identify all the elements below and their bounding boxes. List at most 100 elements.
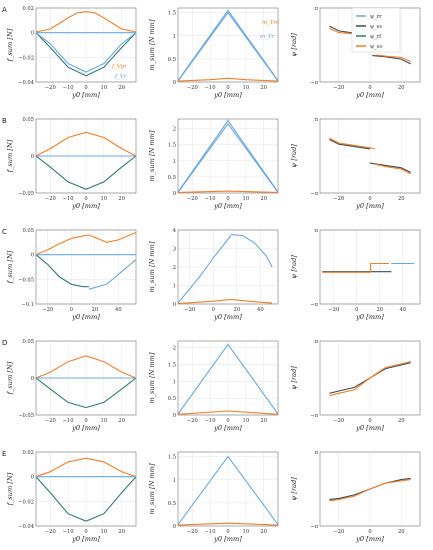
y-axis-label: f_sum [N] bbox=[6, 28, 14, 62]
series-line-orange bbox=[177, 410, 279, 415]
x-axis-label: y0 [mm] bbox=[71, 535, 100, 543]
panel-c-angle: −20 0 20 40 −π π y0 [mm] ψ [rad] bbox=[290, 228, 421, 321]
series-line-orange bbox=[329, 137, 375, 150]
y-tick-label: 1.5 bbox=[168, 455, 176, 461]
row-label-b: B bbox=[2, 117, 7, 125]
x-tick-label: 20 bbox=[260, 85, 267, 91]
x-tick-label: 10 bbox=[101, 418, 108, 424]
x-tick-label: 40 bbox=[257, 307, 264, 313]
axes-frame bbox=[319, 340, 421, 416]
series-line-orange bbox=[35, 231, 137, 256]
x-tick-label: 20 bbox=[260, 196, 267, 202]
x-tick-label: 0 bbox=[368, 529, 371, 535]
panel-c-force: −20 0 20 40 −0.1 −0.05 0 0.05 y0 [mm] f_sum [N] bbox=[6, 228, 137, 321]
series-line-orange bbox=[35, 131, 137, 157]
y-tick-label: 0 bbox=[31, 475, 34, 481]
annotation-fvr: f_Vr bbox=[114, 74, 127, 80]
panel-a-force: −20 −10 0 10 20 −0.04 −0.02 0 0.02 y0 [mm] f_sum [… bbox=[6, 6, 137, 99]
legend-label-1: ψ_rr bbox=[370, 14, 382, 20]
x-tick-label: −10 bbox=[63, 418, 74, 424]
x-tick-label: 20 bbox=[398, 85, 405, 91]
series-line-teal bbox=[35, 476, 137, 522]
panel-e-angle: −20 0 20 −π π y0 [mm] ψ [rad] bbox=[290, 450, 421, 543]
series-line-blue bbox=[35, 32, 137, 73]
x-axis-label: y0 [mm] bbox=[213, 313, 242, 321]
panel-d-force: −20 −10 0 10 20 −0.05 0 0.05 y0 [mm] f_sum [N] bbox=[6, 339, 137, 432]
x-axis-label: y0 [mm] bbox=[355, 91, 384, 99]
axes-frame bbox=[177, 118, 279, 194]
x-tick-label: −20 bbox=[45, 418, 56, 424]
x-tick-label: 0 bbox=[84, 85, 87, 91]
x-axis-label: y0 [mm] bbox=[355, 202, 384, 210]
y-tick-label: 0.5 bbox=[168, 175, 176, 181]
y-tick-label: −π bbox=[310, 413, 318, 419]
x-tick-label: −20 bbox=[333, 418, 344, 424]
x-tick-label: 0 bbox=[368, 85, 371, 91]
x-tick-label: 20 bbox=[118, 85, 125, 91]
x-tick-label: 20 bbox=[118, 418, 125, 424]
x-axis-label: y0 [mm] bbox=[213, 202, 242, 210]
x-tick-label: −20 bbox=[45, 196, 56, 202]
x-tick-label: 10 bbox=[243, 196, 250, 202]
axes-frame bbox=[35, 451, 137, 527]
y-axis-label: f_sum [N] bbox=[6, 472, 14, 506]
row-label-d: D bbox=[2, 339, 7, 347]
series-line-dark bbox=[369, 162, 411, 173]
x-tick-label: 0 bbox=[226, 196, 229, 202]
x-tick-label: −20 bbox=[187, 418, 198, 424]
x-tick-label: −20 bbox=[333, 85, 344, 91]
axes-frame bbox=[319, 118, 421, 194]
x-tick-label: 10 bbox=[243, 529, 250, 535]
y-axis-label: m_sum [N mm] bbox=[148, 463, 156, 514]
x-tick-label: 0 bbox=[355, 307, 358, 313]
x-tick-label: 20 bbox=[398, 529, 405, 535]
series-line-teal bbox=[35, 377, 137, 409]
series-line-blue bbox=[177, 455, 279, 525]
y-tick-label: 0 bbox=[173, 191, 176, 197]
panel-d-angle: −20 0 20 −π π y0 [mm] ψ [rad] bbox=[290, 339, 421, 432]
x-tick-label: 20 bbox=[260, 418, 267, 424]
x-tick-label: 0 bbox=[368, 418, 371, 424]
axes-frame bbox=[177, 451, 279, 527]
y-tick-label: π bbox=[315, 339, 319, 345]
y-tick-label: 1.5 bbox=[168, 11, 176, 17]
y-axis-label: m_sum [N mm] bbox=[148, 19, 156, 70]
series-line-orange bbox=[376, 54, 411, 63]
axes-frame bbox=[35, 229, 137, 305]
annotation-mvm: m_Vm bbox=[262, 20, 279, 26]
axes-frame bbox=[35, 7, 137, 83]
legend: ψ_rr ψ_ss ψ_rf ψ_ss bbox=[351, 7, 401, 53]
x-tick-label: 0 bbox=[226, 85, 229, 91]
x-tick-label: 20 bbox=[398, 196, 405, 202]
y-axis-label: ψ [rad] bbox=[290, 366, 298, 390]
x-axis-label: y0 [mm] bbox=[213, 535, 242, 543]
series-line-orange bbox=[370, 262, 389, 273]
x-axis-label: y0 [mm] bbox=[355, 424, 384, 432]
axes-frame bbox=[319, 451, 421, 527]
x-tick-label: 20 bbox=[92, 307, 99, 313]
series-line-orange bbox=[177, 190, 279, 193]
x-tick-label: −20 bbox=[187, 529, 198, 535]
legend-label-3: ψ_rf bbox=[370, 34, 382, 40]
series-line-teal bbox=[35, 155, 137, 190]
y-tick-label: −0.05 bbox=[18, 413, 34, 419]
x-axis-label: y0 [mm] bbox=[213, 424, 242, 432]
x-axis-label: y0 [mm] bbox=[355, 535, 384, 543]
y-tick-label: 0 bbox=[31, 376, 34, 382]
x-tick-label: −10 bbox=[63, 196, 74, 202]
y-axis-label: ψ [rad] bbox=[290, 477, 298, 501]
x-tick-label: 20 bbox=[118, 196, 125, 202]
series-line-orange bbox=[35, 457, 137, 478]
y-tick-label: −π bbox=[310, 80, 318, 86]
x-tick-label: 40 bbox=[115, 307, 122, 313]
x-tick-label: 10 bbox=[101, 85, 108, 91]
y-tick-label: −0.1 bbox=[21, 302, 34, 308]
x-tick-label: −20 bbox=[333, 196, 344, 202]
y-tick-label: 0.05 bbox=[22, 117, 34, 123]
y-tick-label: π bbox=[315, 228, 319, 234]
series-line-orange bbox=[329, 360, 411, 397]
y-tick-label: −π bbox=[310, 524, 318, 530]
x-tick-label: 20 bbox=[260, 529, 267, 535]
x-tick-label: −20 bbox=[333, 529, 344, 535]
